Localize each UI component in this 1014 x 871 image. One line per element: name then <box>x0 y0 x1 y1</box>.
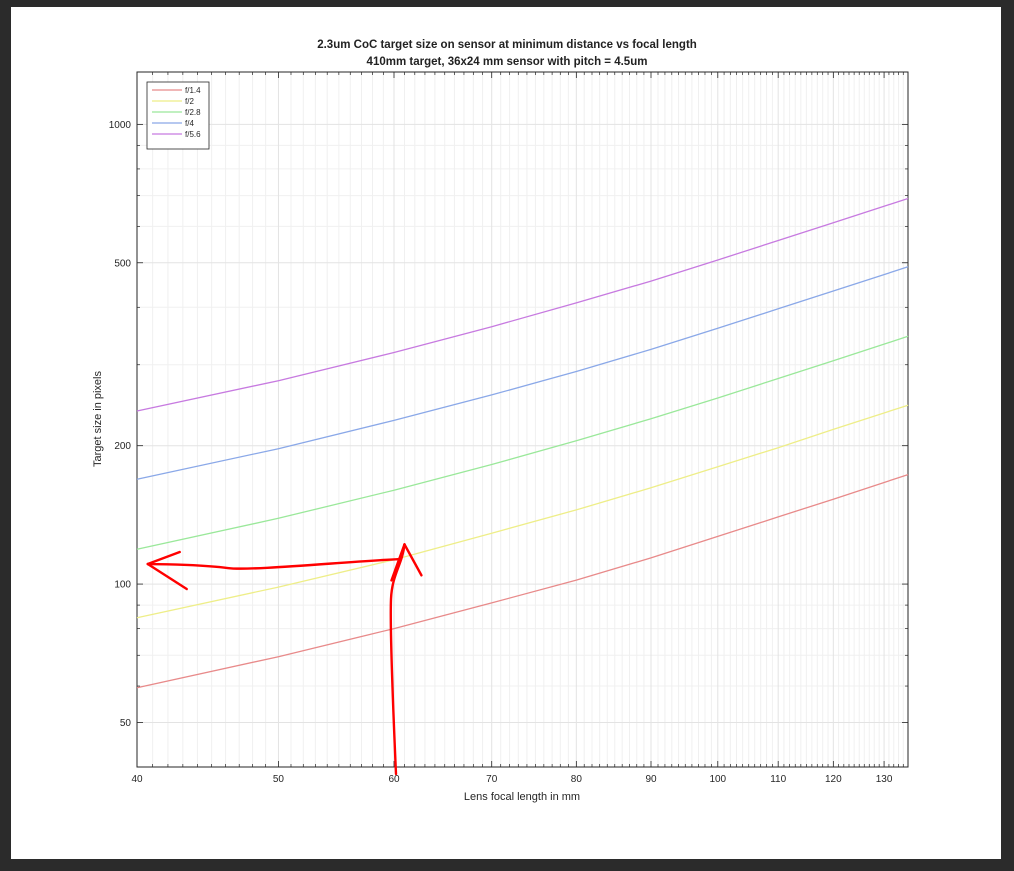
series-line-f4 <box>136 266 909 480</box>
y-axis-label: Target size in pixels <box>92 371 104 467</box>
x-tick-label: 40 <box>131 774 143 785</box>
axes-box <box>136 71 909 768</box>
legend-label: f/2.8 <box>185 108 201 117</box>
chart-title: 2.3um CoC target size on sensor at minim… <box>317 39 697 51</box>
series-line-f28 <box>136 335 909 550</box>
red-arrow-annotations <box>146 543 423 776</box>
x-tick-label: 50 <box>273 774 285 785</box>
x-tick-label: 70 <box>486 774 498 785</box>
x-axis-label: Lens focal length in mm <box>464 791 580 803</box>
legend-label: f/1.4 <box>185 86 201 95</box>
x-tick-label: 100 <box>709 774 726 785</box>
x-tick-label: 130 <box>876 774 893 785</box>
horizontal-arrow-head-upper <box>146 550 181 566</box>
vertical-arrow-shaft <box>389 543 406 776</box>
legend: f/1.4 f/2 f/2.8 f/4 f/5.6 <box>146 81 210 150</box>
x-tick-label: 60 <box>388 774 400 785</box>
legend-label: f/2 <box>185 97 194 106</box>
y-tick-label: 50 <box>120 718 132 729</box>
vertical-arrow-head-left <box>390 543 406 582</box>
series-line-f14 <box>136 473 909 689</box>
y-tick-labels: 50 100 200 500 1000 <box>109 120 132 729</box>
horizontal-arrow-head-lower <box>146 562 188 591</box>
y-tick-label: 500 <box>114 258 131 269</box>
tick-marks <box>136 72 908 768</box>
y-tick-label: 100 <box>114 580 131 591</box>
x-tick-labels: 40 50 60 70 80 90 100 110 120 130 <box>131 774 892 785</box>
y-tick-label: 200 <box>114 441 131 452</box>
x-tick-label: 90 <box>645 774 657 785</box>
legend-label: f/5.6 <box>185 130 201 139</box>
series-line-f56 <box>136 197 909 412</box>
minor-grid <box>137 72 908 768</box>
legend-label: f/4 <box>185 119 194 128</box>
series-line-f2 <box>136 404 909 619</box>
vertical-arrow-head-right <box>403 543 423 577</box>
chart-subtitle: 410mm target, 36x24 mm sensor with pitch… <box>366 56 648 68</box>
horizontal-arrow-shaft <box>146 557 402 570</box>
legend-box <box>146 81 210 150</box>
x-tick-label: 80 <box>571 774 583 785</box>
x-tick-label: 110 <box>770 774 786 785</box>
y-tick-label: 1000 <box>109 120 132 131</box>
series-lines <box>136 197 909 689</box>
x-tick-label: 120 <box>825 774 842 785</box>
